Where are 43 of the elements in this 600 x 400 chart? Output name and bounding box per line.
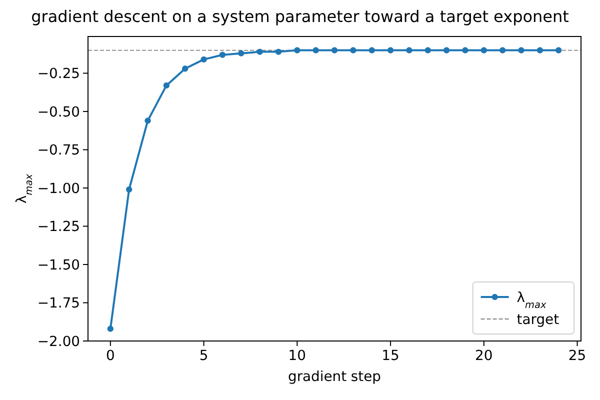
chart-title: gradient descent on a system parameter toward a target exponent [31, 7, 569, 26]
y-tick-label: −1.50 [37, 257, 80, 274]
y-tick-label: −2.00 [37, 334, 80, 350]
point [556, 47, 562, 54]
y-tick-label: −1.75 [37, 296, 80, 312]
point [462, 47, 468, 54]
point [518, 47, 524, 54]
point [443, 47, 450, 54]
point [331, 47, 338, 54]
point [294, 47, 300, 54]
x-tick-label: 20 [475, 348, 493, 364]
y-tick-label: −0.75 [37, 142, 80, 159]
x-tick-label: 10 [288, 348, 306, 364]
x-tick-label: 5 [199, 348, 208, 364]
point [238, 50, 244, 56]
x-axis-title: gradient step [288, 369, 382, 385]
point [256, 48, 263, 55]
point [182, 66, 188, 72]
legend-label: target [516, 312, 560, 328]
point [219, 52, 226, 58]
point [499, 47, 506, 54]
y-tick-label: −0.25 [37, 66, 80, 82]
x-tick-label: 0 [106, 348, 115, 364]
point [200, 56, 207, 63]
y-tick-label: −1.00 [37, 180, 80, 197]
point [144, 118, 151, 124]
point [424, 47, 431, 54]
point [126, 186, 132, 193]
point [350, 47, 356, 54]
point [275, 48, 282, 55]
point [536, 47, 544, 54]
y-tick-label: −0.50 [37, 104, 80, 120]
y-tick-label: −1.25 [37, 219, 80, 236]
legend-label: λ$_{max}$ [516, 290, 546, 310]
point [406, 47, 412, 54]
point [480, 47, 487, 54]
point [368, 47, 375, 54]
point [387, 47, 394, 54]
point [312, 47, 319, 54]
point [163, 82, 170, 89]
point [107, 326, 114, 332]
x-tick-label: 15 [382, 348, 400, 364]
x-tick-label: 25 [568, 348, 586, 364]
